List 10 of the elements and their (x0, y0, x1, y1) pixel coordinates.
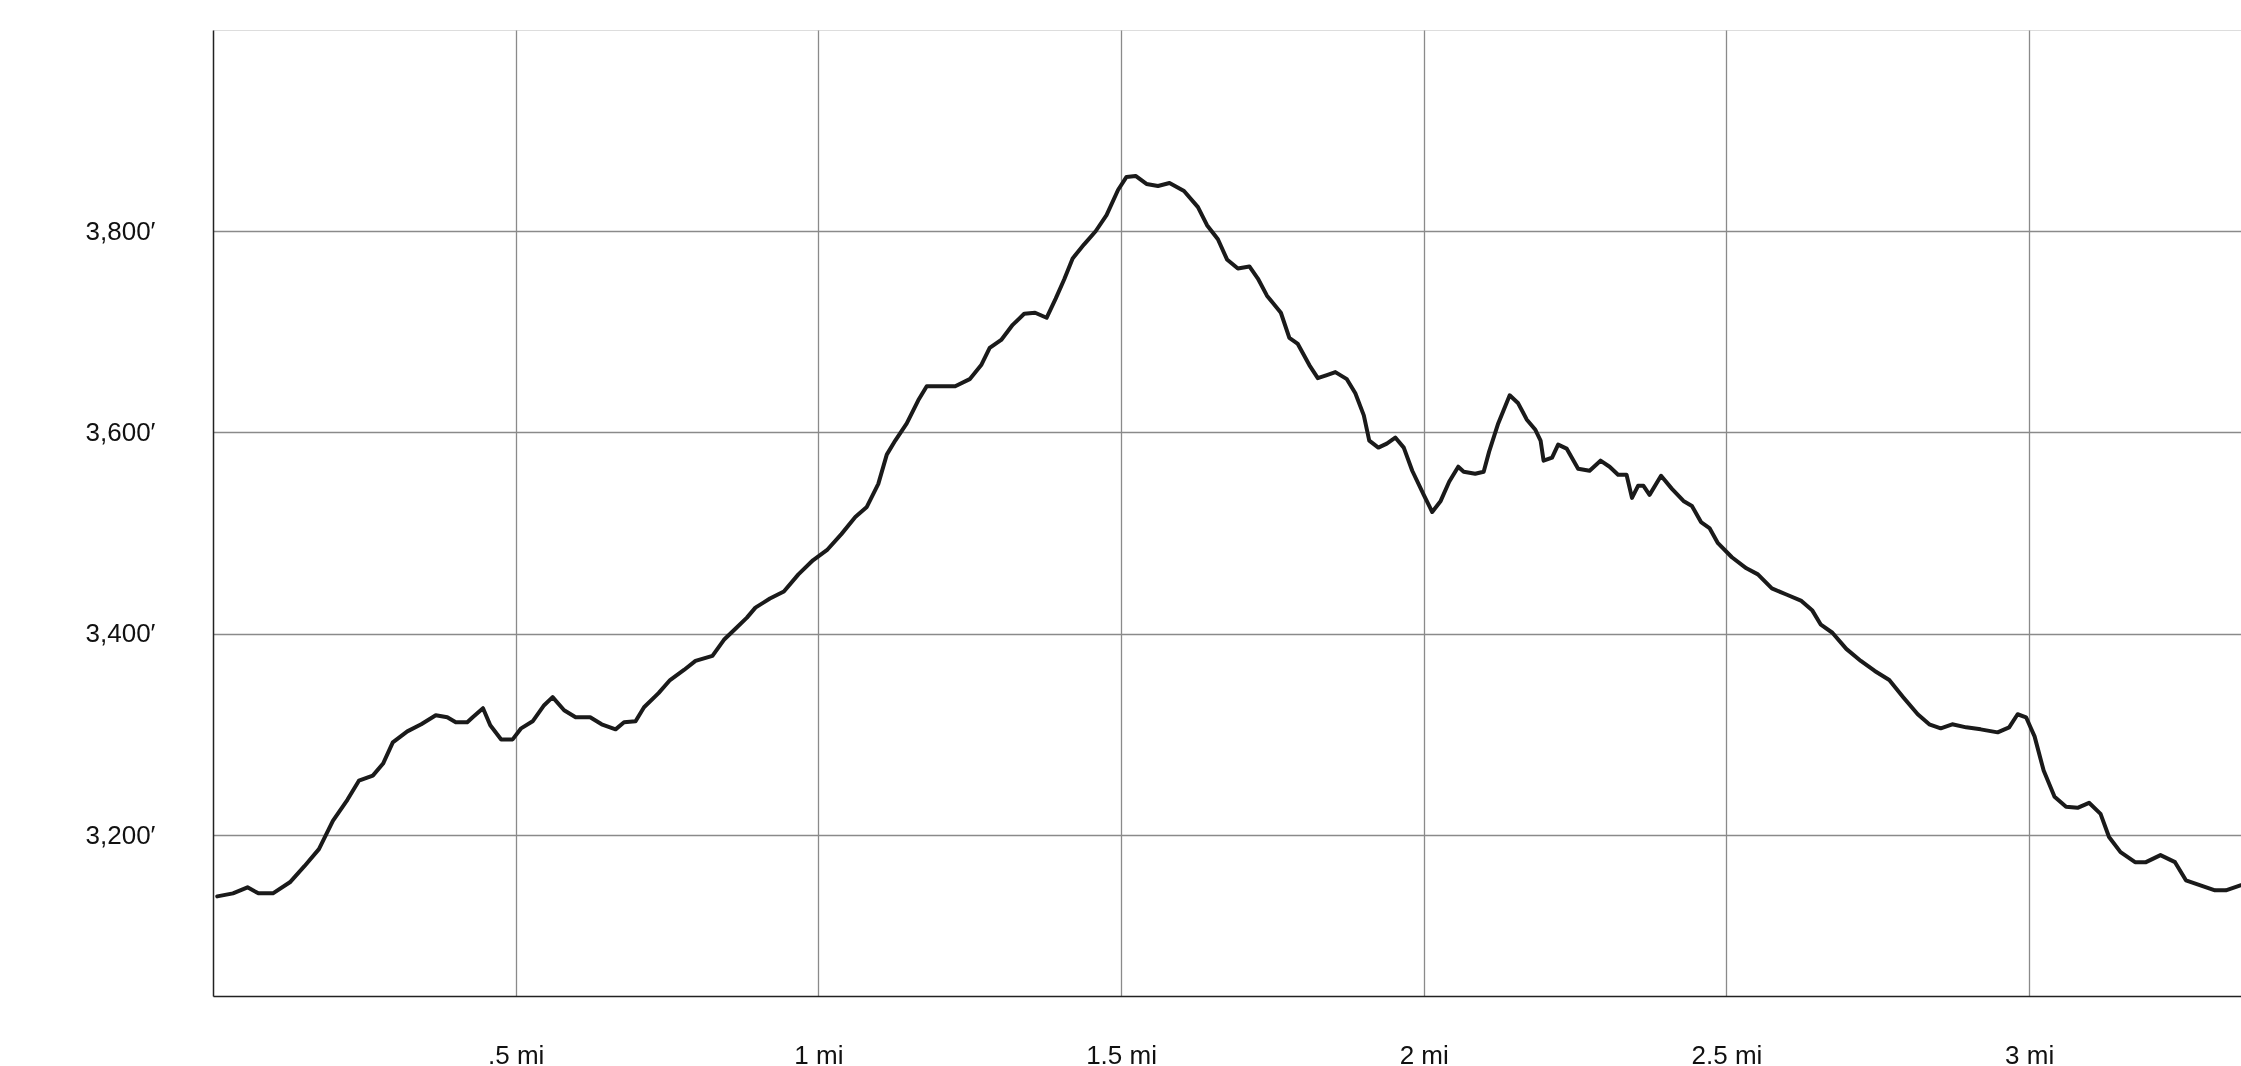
x-tick-label: 2 mi (1399, 1039, 1449, 1066)
x-tick-label: 1 mi (794, 1039, 844, 1066)
x-tick-label: 3 mi (2005, 1039, 2055, 1066)
y-tick-label: 3,600′ (85, 417, 156, 447)
y-tick-label: 3,400′ (85, 618, 156, 649)
y-tick-label: 3,800′ (85, 215, 156, 246)
x-tick-label: .5 mi (488, 1039, 545, 1066)
x-tick-label: 1.5 mi (1086, 1039, 1157, 1066)
y-tick-label: 3,200′ (85, 819, 156, 850)
x-tick-label: 2.5 mi (1691, 1039, 1763, 1066)
